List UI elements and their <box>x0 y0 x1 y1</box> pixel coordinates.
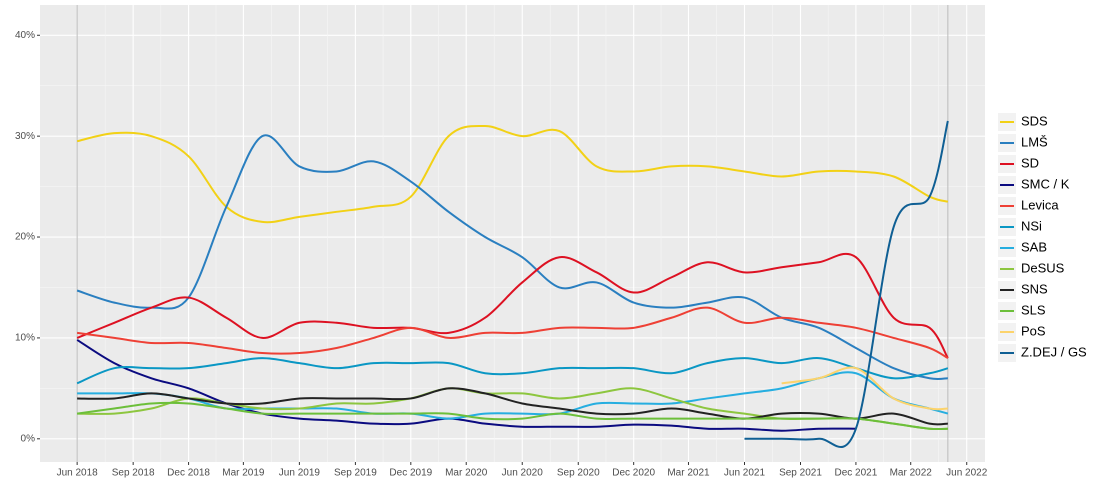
x-tick-label: Sep 2020 <box>557 468 600 479</box>
legend-label: SLS <box>1021 302 1046 317</box>
legend-label: Z.DEJ / GS <box>1021 344 1087 359</box>
x-tick-label: Mar 2019 <box>222 468 265 479</box>
x-tick-label: Mar 2021 <box>667 468 710 479</box>
x-tick-label: Jun 2020 <box>502 468 544 479</box>
series-line <box>77 306 949 359</box>
series-line <box>744 120 949 448</box>
x-tick-label: Mar 2022 <box>890 468 933 479</box>
lines <box>76 120 949 448</box>
x-tick-label: Dec 2018 <box>167 468 210 479</box>
series-line <box>781 366 948 411</box>
grid <box>40 5 985 462</box>
series-line <box>76 357 949 385</box>
x-tick-label: Jun 2018 <box>57 468 99 479</box>
x-tick-label: Sep 2018 <box>112 468 155 479</box>
legend-label: PoS <box>1021 323 1046 338</box>
legend-label: SDS <box>1021 113 1048 128</box>
series-line <box>76 252 949 359</box>
legend-label: DeSUS <box>1021 260 1065 275</box>
legend: SDS LMŠ SD SMC / K Levica NSi SAB DeSUS SNS SLS Po… <box>996 108 1096 368</box>
axes: 0% 10% 20% 30% 40% Jun 2018 Sep 2018 Dec 2018 Ma… <box>15 30 988 479</box>
legend-label: SNS <box>1021 281 1048 296</box>
y-tick-label: 10% <box>15 333 35 344</box>
legend-label: SD <box>1021 155 1039 170</box>
x-tick-label: Dec 2020 <box>612 468 655 479</box>
plot-panel <box>40 5 985 462</box>
series-line <box>76 134 948 381</box>
legend-label: SMC / K <box>1021 176 1070 191</box>
series-line <box>77 387 948 426</box>
y-tick-label: 40% <box>15 30 35 41</box>
x-tick-label: Dec 2019 <box>389 468 432 479</box>
series-line <box>77 401 948 431</box>
x-tick-label: Sep 2021 <box>779 468 822 479</box>
y-tick-label: 0% <box>21 433 36 444</box>
x-tick-label: Dec 2021 <box>835 468 878 479</box>
legend-label: Levica <box>1021 197 1059 212</box>
x-tick-label: Mar 2020 <box>445 468 488 479</box>
x-tick-label: Jun 2019 <box>279 468 321 479</box>
legend-label: SAB <box>1021 239 1047 254</box>
series-line <box>76 339 856 432</box>
x-tick-label: Jun 2022 <box>946 468 988 479</box>
x-tick-label: Jun 2021 <box>724 468 766 479</box>
y-tick-label: 20% <box>15 232 35 243</box>
y-tick-label: 30% <box>15 131 35 142</box>
legend-label: LMŠ <box>1021 134 1048 149</box>
legend-label: NSi <box>1021 218 1042 233</box>
x-tick-label: Sep 2019 <box>334 468 377 479</box>
